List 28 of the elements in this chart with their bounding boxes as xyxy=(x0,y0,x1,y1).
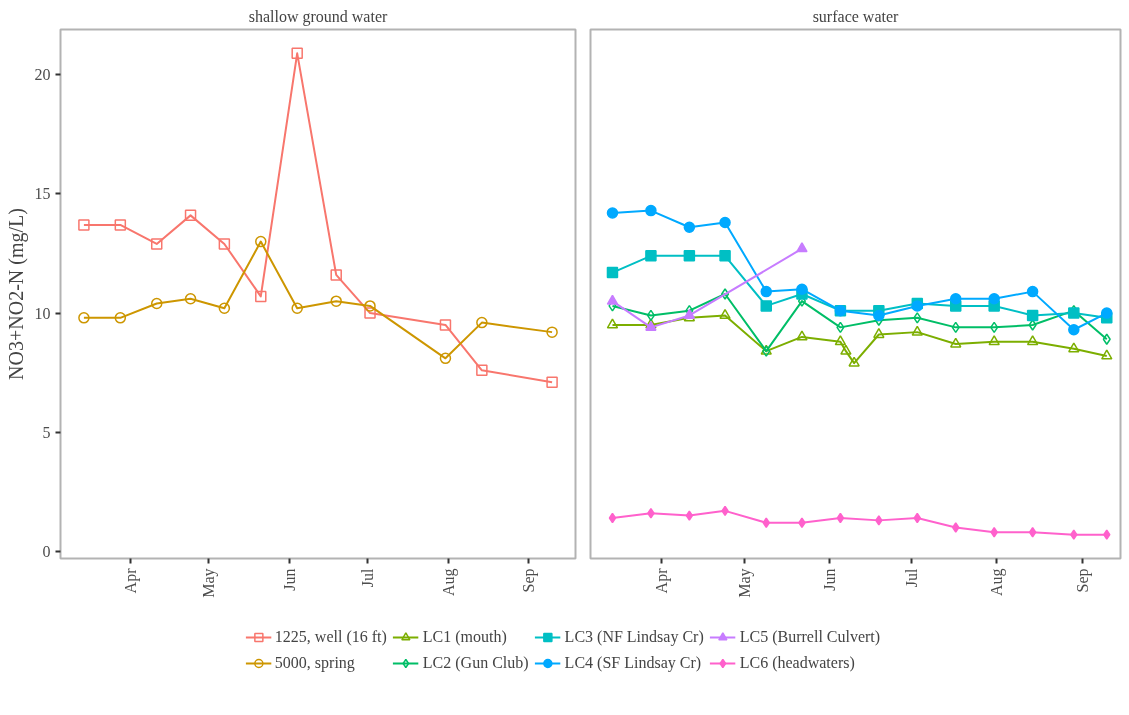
x-tick-label: Sep xyxy=(520,568,539,593)
legend-label: LC4 (SF Lindsay Cr) xyxy=(564,654,702,672)
x-tick-label: May xyxy=(735,568,754,598)
y-tick-label: 10 xyxy=(34,304,51,322)
y-tick-label: 20 xyxy=(34,66,51,84)
x-tick-label: Jul xyxy=(358,567,376,588)
x-tick-label: May xyxy=(200,568,219,598)
legend-label: LC6 (headwaters) xyxy=(739,654,855,672)
x-tick-label: Apr xyxy=(653,567,672,594)
y-tick-label: 15 xyxy=(34,185,51,203)
x-tick-label: Apr xyxy=(122,567,141,594)
legend-label: LC2 (Gun Club) xyxy=(422,654,529,672)
chart-title: surface water xyxy=(812,7,900,25)
x-tick-label: Jun xyxy=(820,568,838,591)
x-tick-label: Aug xyxy=(439,568,458,597)
legend-label: 1225, well (16 ft) xyxy=(274,628,387,646)
legend-label: LC3 (NF Lindsay Cr) xyxy=(564,628,704,646)
legend-label: 5000, spring xyxy=(274,654,355,672)
legend-label: LC5 (Burrell Culvert) xyxy=(739,628,881,646)
y-tick-label: 5 xyxy=(42,423,51,441)
chart-title: shallow ground water xyxy=(248,7,388,26)
legend-label: LC1 (mouth) xyxy=(422,628,507,646)
x-tick-label: Jun xyxy=(280,568,298,591)
x-tick-label: Sep xyxy=(1073,568,1092,593)
x-tick-label: Aug xyxy=(988,568,1007,597)
x-tick-label: Jul xyxy=(903,567,921,588)
y-axis-title: NO3+NO2-N (mg/L) xyxy=(4,208,28,380)
y-tick-label: 0 xyxy=(42,542,51,560)
